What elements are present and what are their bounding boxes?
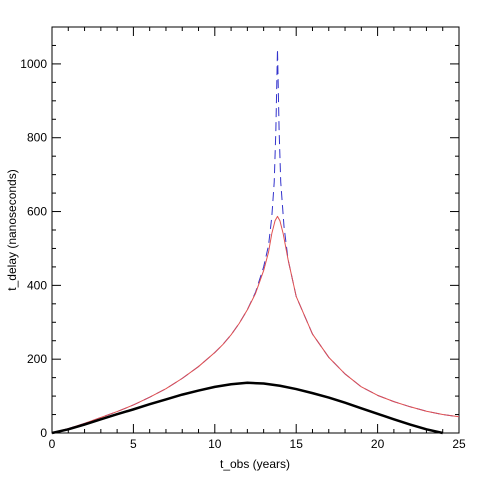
y-tick-label: 200	[27, 352, 47, 366]
plot-frame	[51, 26, 460, 434]
y-tick-label: 1000	[20, 57, 47, 71]
x-axis-label: t_obs (years)	[220, 457, 290, 471]
tick-labels: 0 5 10 15 20 25 0 200 400 600 800 1000	[20, 57, 466, 451]
y-tick-label: 800	[27, 131, 47, 145]
x-tick-label: 10	[208, 437, 222, 451]
y-axis-label: t_delay (nanoseconds)	[5, 169, 19, 290]
x-tick-label: 5	[130, 437, 137, 451]
ticks	[51, 26, 460, 434]
y-tick-label: 400	[27, 278, 47, 292]
series-group	[51, 48, 460, 435]
x-tick-label: 15	[290, 437, 304, 451]
y-tick-label: 0	[40, 426, 47, 440]
series-line-1	[51, 48, 460, 434]
series-line-2	[51, 215, 460, 434]
x-tick-label: 0	[49, 437, 56, 451]
x-tick-label: 20	[371, 437, 385, 451]
x-tick-label: 25	[452, 437, 466, 451]
y-tick-label: 600	[27, 205, 47, 219]
series-line-3	[51, 381, 443, 435]
